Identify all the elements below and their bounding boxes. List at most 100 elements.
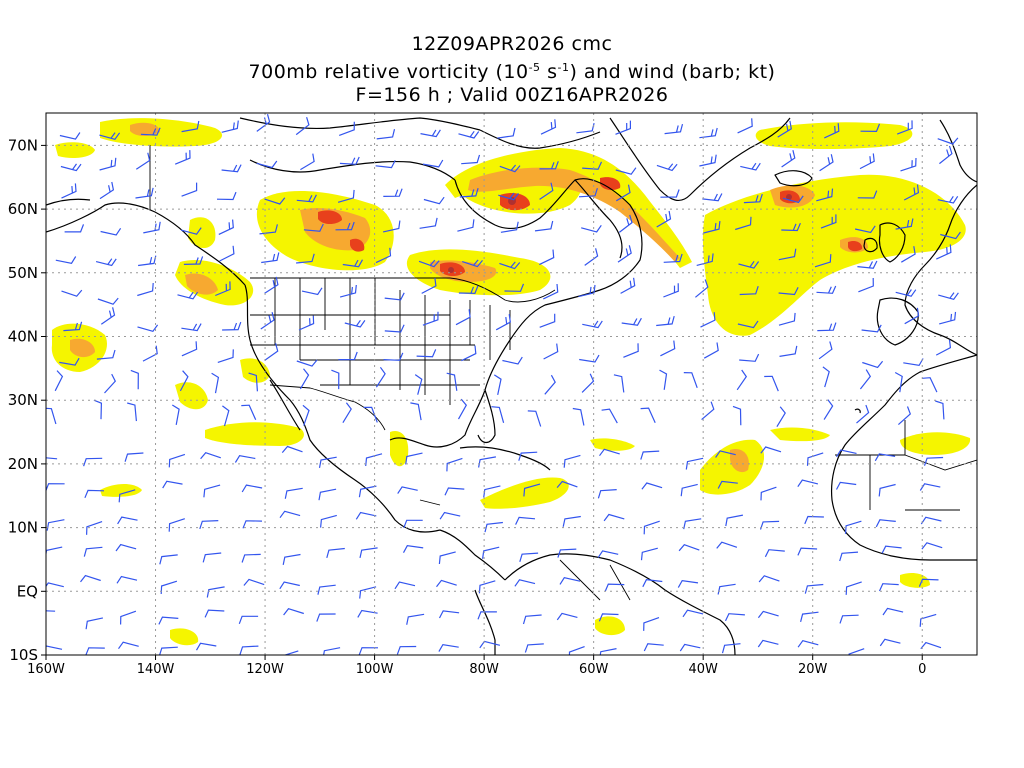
wind-barb: [283, 608, 304, 616]
longitude-labels: 160W 140W 120W 100W 80W 60W 40W 20W 0: [27, 662, 926, 677]
wind-barb: [279, 581, 300, 590]
wind-barb: [848, 648, 865, 655]
wind-barb: [446, 372, 458, 391]
wind-barb: [725, 514, 744, 527]
wind-barb: [282, 553, 301, 566]
wind-barb: [717, 480, 738, 489]
vort-band-greenland-sea: [755, 122, 913, 149]
wind-barb: [716, 541, 738, 549]
wind-barb: [581, 373, 595, 393]
coast-canary: [854, 408, 861, 414]
wind-barb: [84, 489, 105, 499]
wind-barb: [556, 612, 578, 621]
wind-barb: [127, 402, 137, 422]
vort-band-subtropic-2: [770, 427, 830, 442]
wind-barb: [264, 276, 279, 294]
lon-tick-label: 100W: [356, 662, 394, 677]
wind-barb: [781, 150, 796, 168]
vort-band-africa: [900, 432, 971, 455]
wind-barb: [695, 279, 709, 298]
vort-band-south-1: [170, 628, 199, 646]
wind-barb: [281, 445, 303, 453]
wind-barb: [900, 246, 916, 263]
wind-barb: [643, 643, 664, 652]
wind-barb: [559, 577, 581, 585]
wind-barb: [410, 402, 422, 421]
wind-barb: [715, 450, 736, 458]
vort-band-pacific-trop: [100, 484, 142, 497]
wind-barb: [539, 313, 556, 328]
wind-barb: [703, 342, 719, 359]
wind-barb: [202, 552, 222, 563]
border-states-west: [274, 278, 451, 405]
wind-barb: [215, 281, 231, 297]
wind-barb: [61, 289, 83, 297]
wind-barb: [922, 377, 938, 393]
wind-barb: [618, 214, 633, 233]
coast-baffin: [479, 129, 601, 149]
wind-barb: [543, 343, 559, 360]
wind-barb: [735, 216, 752, 231]
wind-barb: [896, 120, 913, 135]
wind-barb: [283, 650, 299, 655]
wind-barb: [221, 120, 239, 133]
wind-barb: [822, 366, 830, 388]
wind-barb: [921, 542, 943, 550]
wind-barb: [683, 372, 698, 389]
wind-barb: [732, 405, 742, 426]
wind-barb: [179, 370, 189, 392]
vort-band-gulf-alaska: [188, 217, 216, 249]
wind-barb: [739, 286, 759, 296]
wind-barb: [781, 222, 801, 232]
wind-barb: [534, 220, 554, 232]
wind-barb: [522, 614, 542, 625]
wind-barb: [439, 511, 461, 520]
wind-barb: [338, 351, 358, 361]
coast-hudson-bay: [454, 179, 623, 259]
graticule: [46, 113, 977, 655]
wind-barb: [218, 219, 234, 235]
coast-baja: [269, 379, 301, 431]
wind-barb: [239, 645, 259, 655]
wind-barb: [597, 489, 617, 499]
wind-barb: [683, 518, 702, 530]
wind-barbs: [46, 114, 961, 655]
wind-barb: [519, 552, 539, 562]
lon-tick-label: 40W: [688, 662, 718, 677]
wind-barb: [699, 154, 717, 167]
wind-barb: [171, 404, 180, 426]
wind-barb: [446, 457, 463, 472]
wind-barb: [318, 488, 337, 501]
wind-barb: [759, 520, 780, 530]
vort-core-pacific-low: [70, 338, 95, 358]
wind-barb: [703, 221, 721, 234]
wind-barb: [482, 546, 500, 559]
wind-barb: [615, 167, 637, 175]
wind-barb: [375, 247, 392, 264]
wind-barb: [359, 547, 378, 559]
lat-tick-label: 10N: [8, 519, 38, 537]
wind-barb: [323, 647, 341, 655]
wind-barb: [406, 613, 425, 625]
wind-barb: [85, 617, 104, 630]
wind-barb: [46, 546, 63, 558]
wind-barb: [335, 221, 355, 231]
wind-barb: [835, 481, 857, 490]
vort-max-canada: [318, 210, 342, 225]
wind-barb: [168, 518, 185, 532]
wind-barb: [54, 370, 64, 392]
vort-band-south-2: [595, 616, 625, 636]
wind-barb: [939, 311, 957, 325]
wind-barb: [423, 196, 445, 205]
wind-barb: [219, 245, 235, 262]
coast-south-america-north: [504, 553, 736, 655]
lat-tick-label: 70N: [8, 136, 38, 154]
wind-barb: [736, 369, 748, 391]
wind-barb: [55, 256, 77, 264]
wind-barb: [643, 520, 660, 535]
border-states-h: [250, 314, 480, 386]
wind-barb: [779, 345, 798, 357]
vort-band-east-pacific: [240, 358, 270, 383]
wind-barb: [359, 586, 377, 599]
